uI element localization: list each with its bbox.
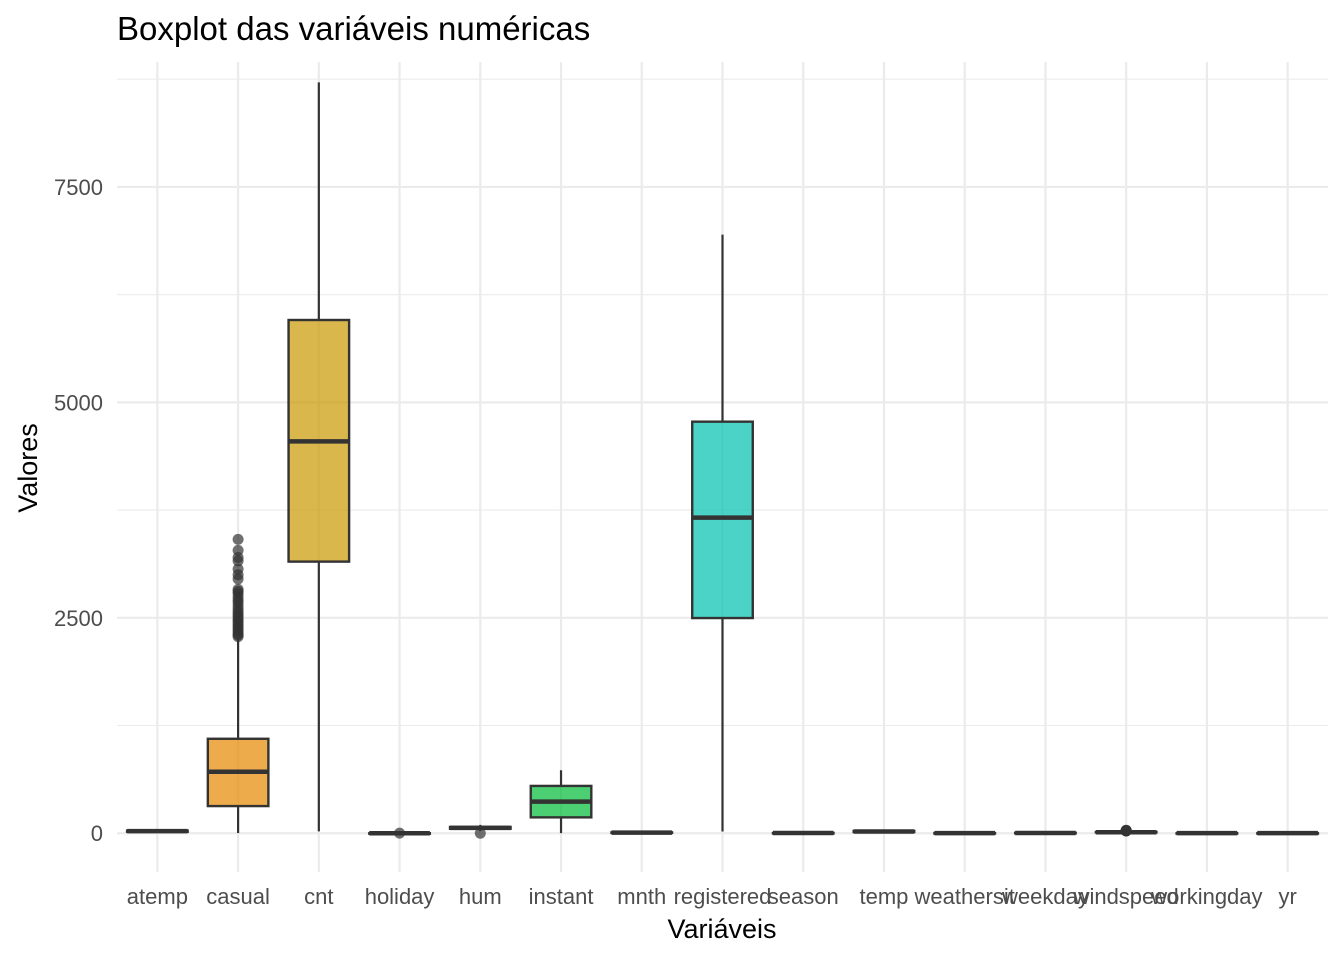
x-tick-label: season	[768, 884, 839, 909]
box-temp	[852, 829, 916, 834]
y-tick-label: 5000	[54, 390, 103, 415]
box-weekday	[1013, 830, 1077, 836]
x-tick-label: weathersit	[914, 884, 1015, 909]
x-axis-ticks: atemp casual cnt holiday hum instant mnth regis…	[127, 884, 1297, 909]
outlier-point	[394, 827, 406, 839]
y-tick-label: 0	[91, 821, 103, 846]
x-tick-label: atemp	[127, 884, 188, 909]
x-tick-label: temp	[860, 884, 909, 909]
box-season	[771, 830, 835, 836]
box-weathersit	[933, 830, 997, 836]
outlier-point	[474, 827, 486, 839]
outlier-point	[232, 563, 244, 575]
y-tick-label: 7500	[54, 175, 103, 200]
x-tick-label: holiday	[365, 884, 435, 909]
box-workingday	[1175, 830, 1239, 836]
chart-title: Boxplot das variáveis numéricas	[117, 10, 590, 47]
y-axis-title: Valores	[13, 423, 43, 513]
x-tick-label: casual	[206, 884, 270, 909]
x-tick-label: workingday	[1150, 884, 1262, 909]
outlier-point	[1120, 824, 1132, 836]
box-mnth	[610, 830, 674, 835]
outlier-point	[232, 533, 244, 545]
boxes	[125, 82, 1320, 839]
box-hum	[448, 824, 512, 839]
x-tick-label: instant	[529, 884, 594, 909]
box-casual	[206, 533, 270, 834]
box-yr	[1256, 830, 1320, 836]
y-tick-label: 2500	[54, 606, 103, 631]
x-axis-title: Variáveis	[667, 914, 776, 944]
box-cnt	[287, 82, 351, 832]
x-tick-label: weekday	[1001, 884, 1089, 909]
x-tick-label: windspeed	[1073, 884, 1179, 909]
outlier-point	[232, 583, 244, 595]
x-tick-label: registered	[674, 884, 772, 909]
box-registered	[691, 234, 754, 832]
box-windspeed	[1094, 824, 1158, 837]
box-atemp	[125, 828, 189, 834]
x-tick-label: hum	[459, 884, 502, 909]
x-tick-label: mnth	[617, 884, 666, 909]
outlier-point	[232, 544, 244, 556]
box-holiday	[368, 827, 432, 839]
x-tick-label: yr	[1278, 884, 1296, 909]
box-instant	[529, 770, 593, 834]
x-tick-label: cnt	[304, 884, 333, 909]
y-axis-ticks: 0 2500 5000 7500	[54, 175, 103, 846]
